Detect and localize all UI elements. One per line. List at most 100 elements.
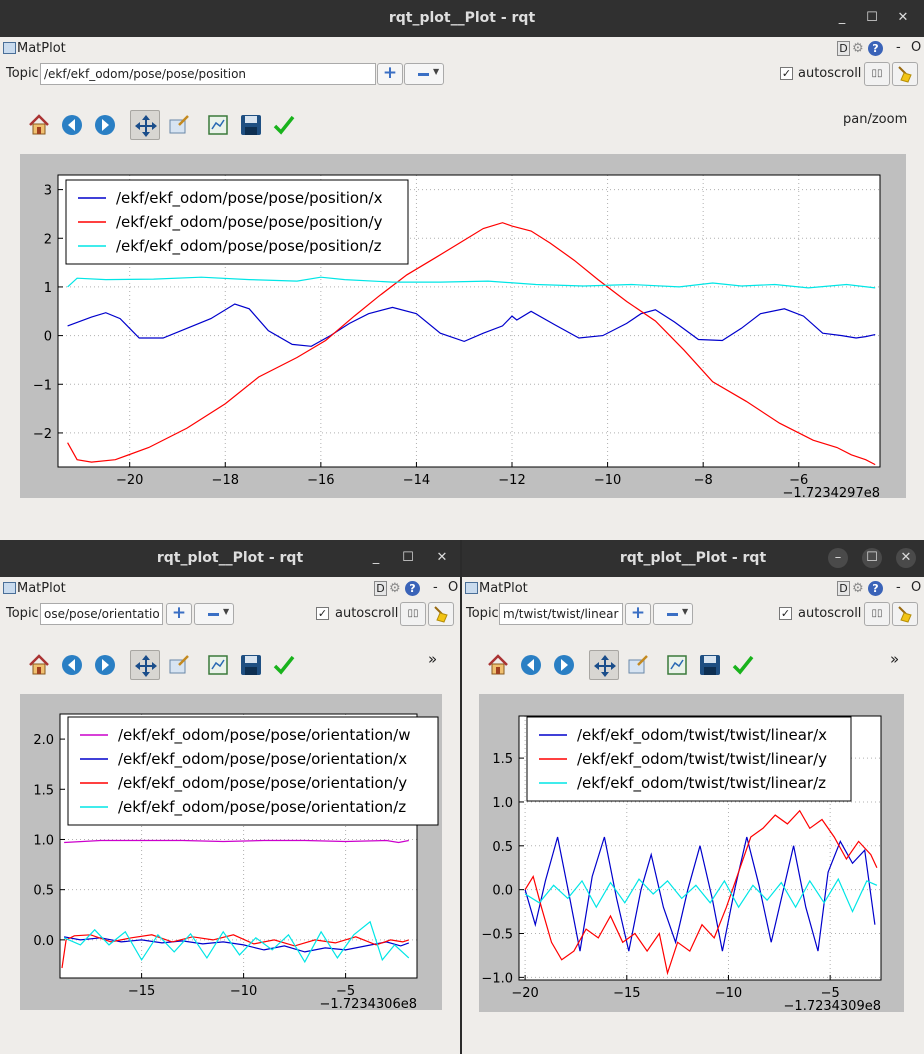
mode-label: pan/zoom [843, 112, 908, 127]
pan-button[interactable] [589, 650, 619, 680]
home-button[interactable] [24, 650, 54, 680]
close-plugin-button[interactable]: O [448, 580, 459, 595]
clear-button[interactable] [428, 602, 454, 626]
zoom-button[interactable] [164, 110, 194, 140]
autoscroll-checkbox[interactable]: ✓ [779, 607, 792, 620]
clear-button[interactable] [892, 62, 918, 86]
close-plugin-button[interactable]: O [911, 40, 922, 55]
topic-input[interactable] [499, 603, 623, 625]
pause-button[interactable]: ▯▯ [864, 602, 890, 626]
series-line-1 [67, 222, 876, 466]
gear-icon[interactable]: ⚙ [852, 581, 864, 596]
close-plugin-button[interactable]: O [911, 580, 922, 595]
title-bar[interactable]: rqt_plot__Plot - rqt – ☐ ✕ [462, 540, 924, 577]
dock-button[interactable]: D [837, 41, 850, 56]
toolbar-overflow-button[interactable]: » [890, 650, 900, 668]
topic-input[interactable] [40, 603, 163, 625]
y-tick-label: −1.0 [481, 971, 513, 986]
title-bar[interactable]: rqt_plot__Plot - rqt _ ☐ ✕ [0, 540, 460, 577]
maximize-button[interactable]: ☐ [862, 548, 882, 568]
zoom-button[interactable] [164, 650, 194, 680]
maximize-button[interactable]: ☐ [402, 550, 414, 565]
matplot-icon [3, 42, 16, 54]
orientation-chart[interactable]: −15 −10 −5 0.0 0.5 1.0 1.5 2.0 −1.7234306e8/ekf/… [20, 694, 442, 1012]
x-offset-label: −1.7234297e8 [783, 486, 880, 498]
pan-icon [594, 655, 616, 677]
autoscroll-checkbox[interactable]: ✓ [316, 607, 329, 620]
position-chart[interactable]: −20 −18 −16 −14 −12 −10 −8 −6−2−10123−1.7234297… [20, 154, 906, 501]
back-button[interactable] [516, 650, 546, 680]
y-tick-label: 0.5 [492, 840, 513, 855]
help-icon[interactable]: ? [405, 581, 420, 596]
close-button[interactable]: ✕ [436, 550, 448, 565]
gear-icon[interactable]: ⚙ [852, 41, 864, 56]
remove-topic-button[interactable]: ▼ [194, 603, 234, 625]
toolbar-overflow-button[interactable]: » [428, 650, 438, 668]
minimize-plugin-button[interactable]: - [896, 40, 901, 55]
gear-icon[interactable]: ⚙ [389, 581, 401, 596]
x-tick-label: −20 [116, 473, 143, 488]
forward-button[interactable] [549, 650, 579, 680]
close-button[interactable]: ✕ [896, 548, 916, 568]
x-tick-label: −10 [230, 984, 257, 999]
add-topic-button[interactable]: + [377, 63, 403, 85]
zoom-rect-icon [169, 115, 189, 134]
dock-button[interactable]: D [837, 581, 850, 596]
window-title: rqt_plot__Plot - rqt [388, 10, 536, 26]
pan-button[interactable] [130, 650, 160, 680]
apply-button[interactable] [269, 650, 299, 680]
y-tick-label: 3 [44, 184, 52, 199]
zoom-button[interactable] [623, 650, 653, 680]
plugin-bar: MatPlot D ⚙ ? - O [462, 578, 924, 600]
save-button[interactable] [695, 650, 725, 680]
save-button[interactable] [236, 650, 266, 680]
minimize-button[interactable]: – [828, 548, 848, 568]
topic-label: Topic [466, 606, 499, 621]
pause-button[interactable]: ▯▯ [400, 602, 426, 626]
close-button[interactable]: ✕ [897, 10, 909, 25]
remove-topic-button[interactable]: ▼ [404, 63, 444, 85]
maximize-button[interactable]: ☐ [866, 10, 878, 25]
subplots-icon [208, 115, 228, 135]
help-icon[interactable]: ? [868, 41, 883, 56]
pause-button[interactable]: ▯▯ [864, 62, 890, 86]
topic-input[interactable] [40, 63, 376, 85]
twist-linear-chart[interactable]: −20 −15 −10 −5 −1.0 −0.5 0.0 0.5 1.0 1.5 −1.723430… [479, 694, 904, 1014]
dropdown-arrow-icon: ▼ [682, 607, 689, 616]
subplots-button[interactable] [203, 110, 233, 140]
back-button[interactable] [57, 650, 87, 680]
plot-canvas[interactable]: −15 −10 −5 0.0 0.5 1.0 1.5 2.0 −1.7234306e8/ekf/… [20, 694, 442, 1012]
plot-canvas[interactable]: −20 −18 −16 −14 −12 −10 −8 −6 −2 −1 0 1 2 3 −1.7234297… [20, 154, 906, 501]
add-topic-button[interactable]: + [166, 603, 192, 625]
broom-icon [898, 606, 912, 623]
back-button[interactable] [57, 110, 87, 140]
pan-button[interactable] [130, 110, 160, 140]
add-topic-button[interactable]: + [625, 603, 651, 625]
y-tick-label: −2 [33, 427, 52, 442]
autoscroll-checkbox[interactable]: ✓ [780, 67, 793, 80]
remove-topic-button[interactable]: ▼ [653, 603, 693, 625]
apply-button[interactable] [269, 110, 299, 140]
plot-canvas[interactable]: −20 −15 −10 −5 −1.0 −0.5 0.0 0.5 1.0 1.5 −1.723430… [479, 694, 904, 1014]
subplots-button[interactable] [662, 650, 692, 680]
subplots-button[interactable] [203, 650, 233, 680]
apply-button[interactable] [728, 650, 758, 680]
home-button[interactable] [483, 650, 513, 680]
home-button[interactable] [24, 110, 54, 140]
minimize-plugin-button[interactable]: - [896, 580, 901, 595]
dock-button[interactable]: D [374, 581, 387, 596]
subplots-icon [667, 655, 687, 675]
autoscroll-label: autoscroll [335, 606, 399, 621]
forward-button[interactable] [90, 110, 120, 140]
checkmark-icon [732, 655, 754, 675]
minimize-button[interactable]: _ [838, 10, 846, 25]
y-tick-label: 1.0 [492, 796, 513, 811]
minimize-plugin-button[interactable]: - [433, 580, 438, 595]
legend-label: /ekf/ekf_odom/pose/pose/orientation/y [118, 774, 407, 793]
minimize-button[interactable]: _ [372, 550, 380, 565]
help-icon[interactable]: ? [868, 581, 883, 596]
save-button[interactable] [236, 110, 266, 140]
clear-button[interactable] [892, 602, 918, 626]
forward-button[interactable] [90, 650, 120, 680]
title-bar[interactable]: rqt_plot__Plot - rqt _ ☐ ✕ [0, 0, 924, 37]
